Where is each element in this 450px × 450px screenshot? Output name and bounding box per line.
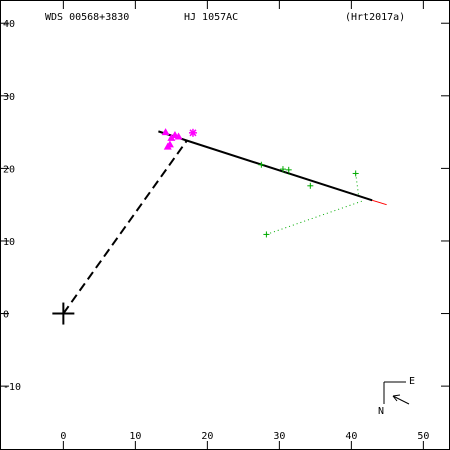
x-tick-label: 30 (273, 431, 285, 442)
triangle-point (163, 142, 172, 150)
x-tick-label: 20 (201, 431, 213, 442)
plus-point (307, 182, 314, 189)
orbit-extension-line (372, 199, 387, 206)
y-tick-label: 20 (3, 164, 15, 175)
asterisk-point (188, 128, 197, 137)
y-tick-label: 10 (3, 237, 15, 248)
motion-arrow-icon (392, 394, 401, 402)
plus-point (285, 166, 292, 173)
x-tick-label: 10 (129, 431, 141, 442)
wds-designation: WDS 00568+3830 (45, 12, 129, 23)
triangle-point (161, 128, 170, 136)
y-tick-label: 40 (3, 19, 15, 30)
triangle-point (170, 131, 179, 138)
compass-north-label: N (378, 406, 384, 417)
asterisk-stroke (189, 129, 197, 137)
compass: E N (378, 376, 415, 417)
y-tick-label: 0 (3, 310, 9, 321)
plus-point (279, 166, 286, 173)
y-tick-label: 30 (3, 92, 15, 103)
x-tick-label: 40 (345, 431, 357, 442)
plus-point (258, 161, 265, 168)
observation-marks (161, 128, 359, 238)
plus-point (352, 170, 359, 177)
plus-point (263, 231, 270, 238)
compass-motion-line (392, 395, 410, 405)
y-tick-label: -10 (3, 382, 21, 393)
orbit-lines (52, 130, 387, 325)
pair-name: HJ 1057AC (184, 12, 238, 23)
reference-code: (Hrt2017a) (345, 12, 405, 23)
x-tick-label: 50 (417, 431, 429, 442)
compass-east-label: E (409, 376, 415, 387)
orbit-segment-line (158, 130, 373, 202)
origin-dashed-line (62, 139, 189, 315)
x-tick-label: 0 (60, 431, 66, 442)
